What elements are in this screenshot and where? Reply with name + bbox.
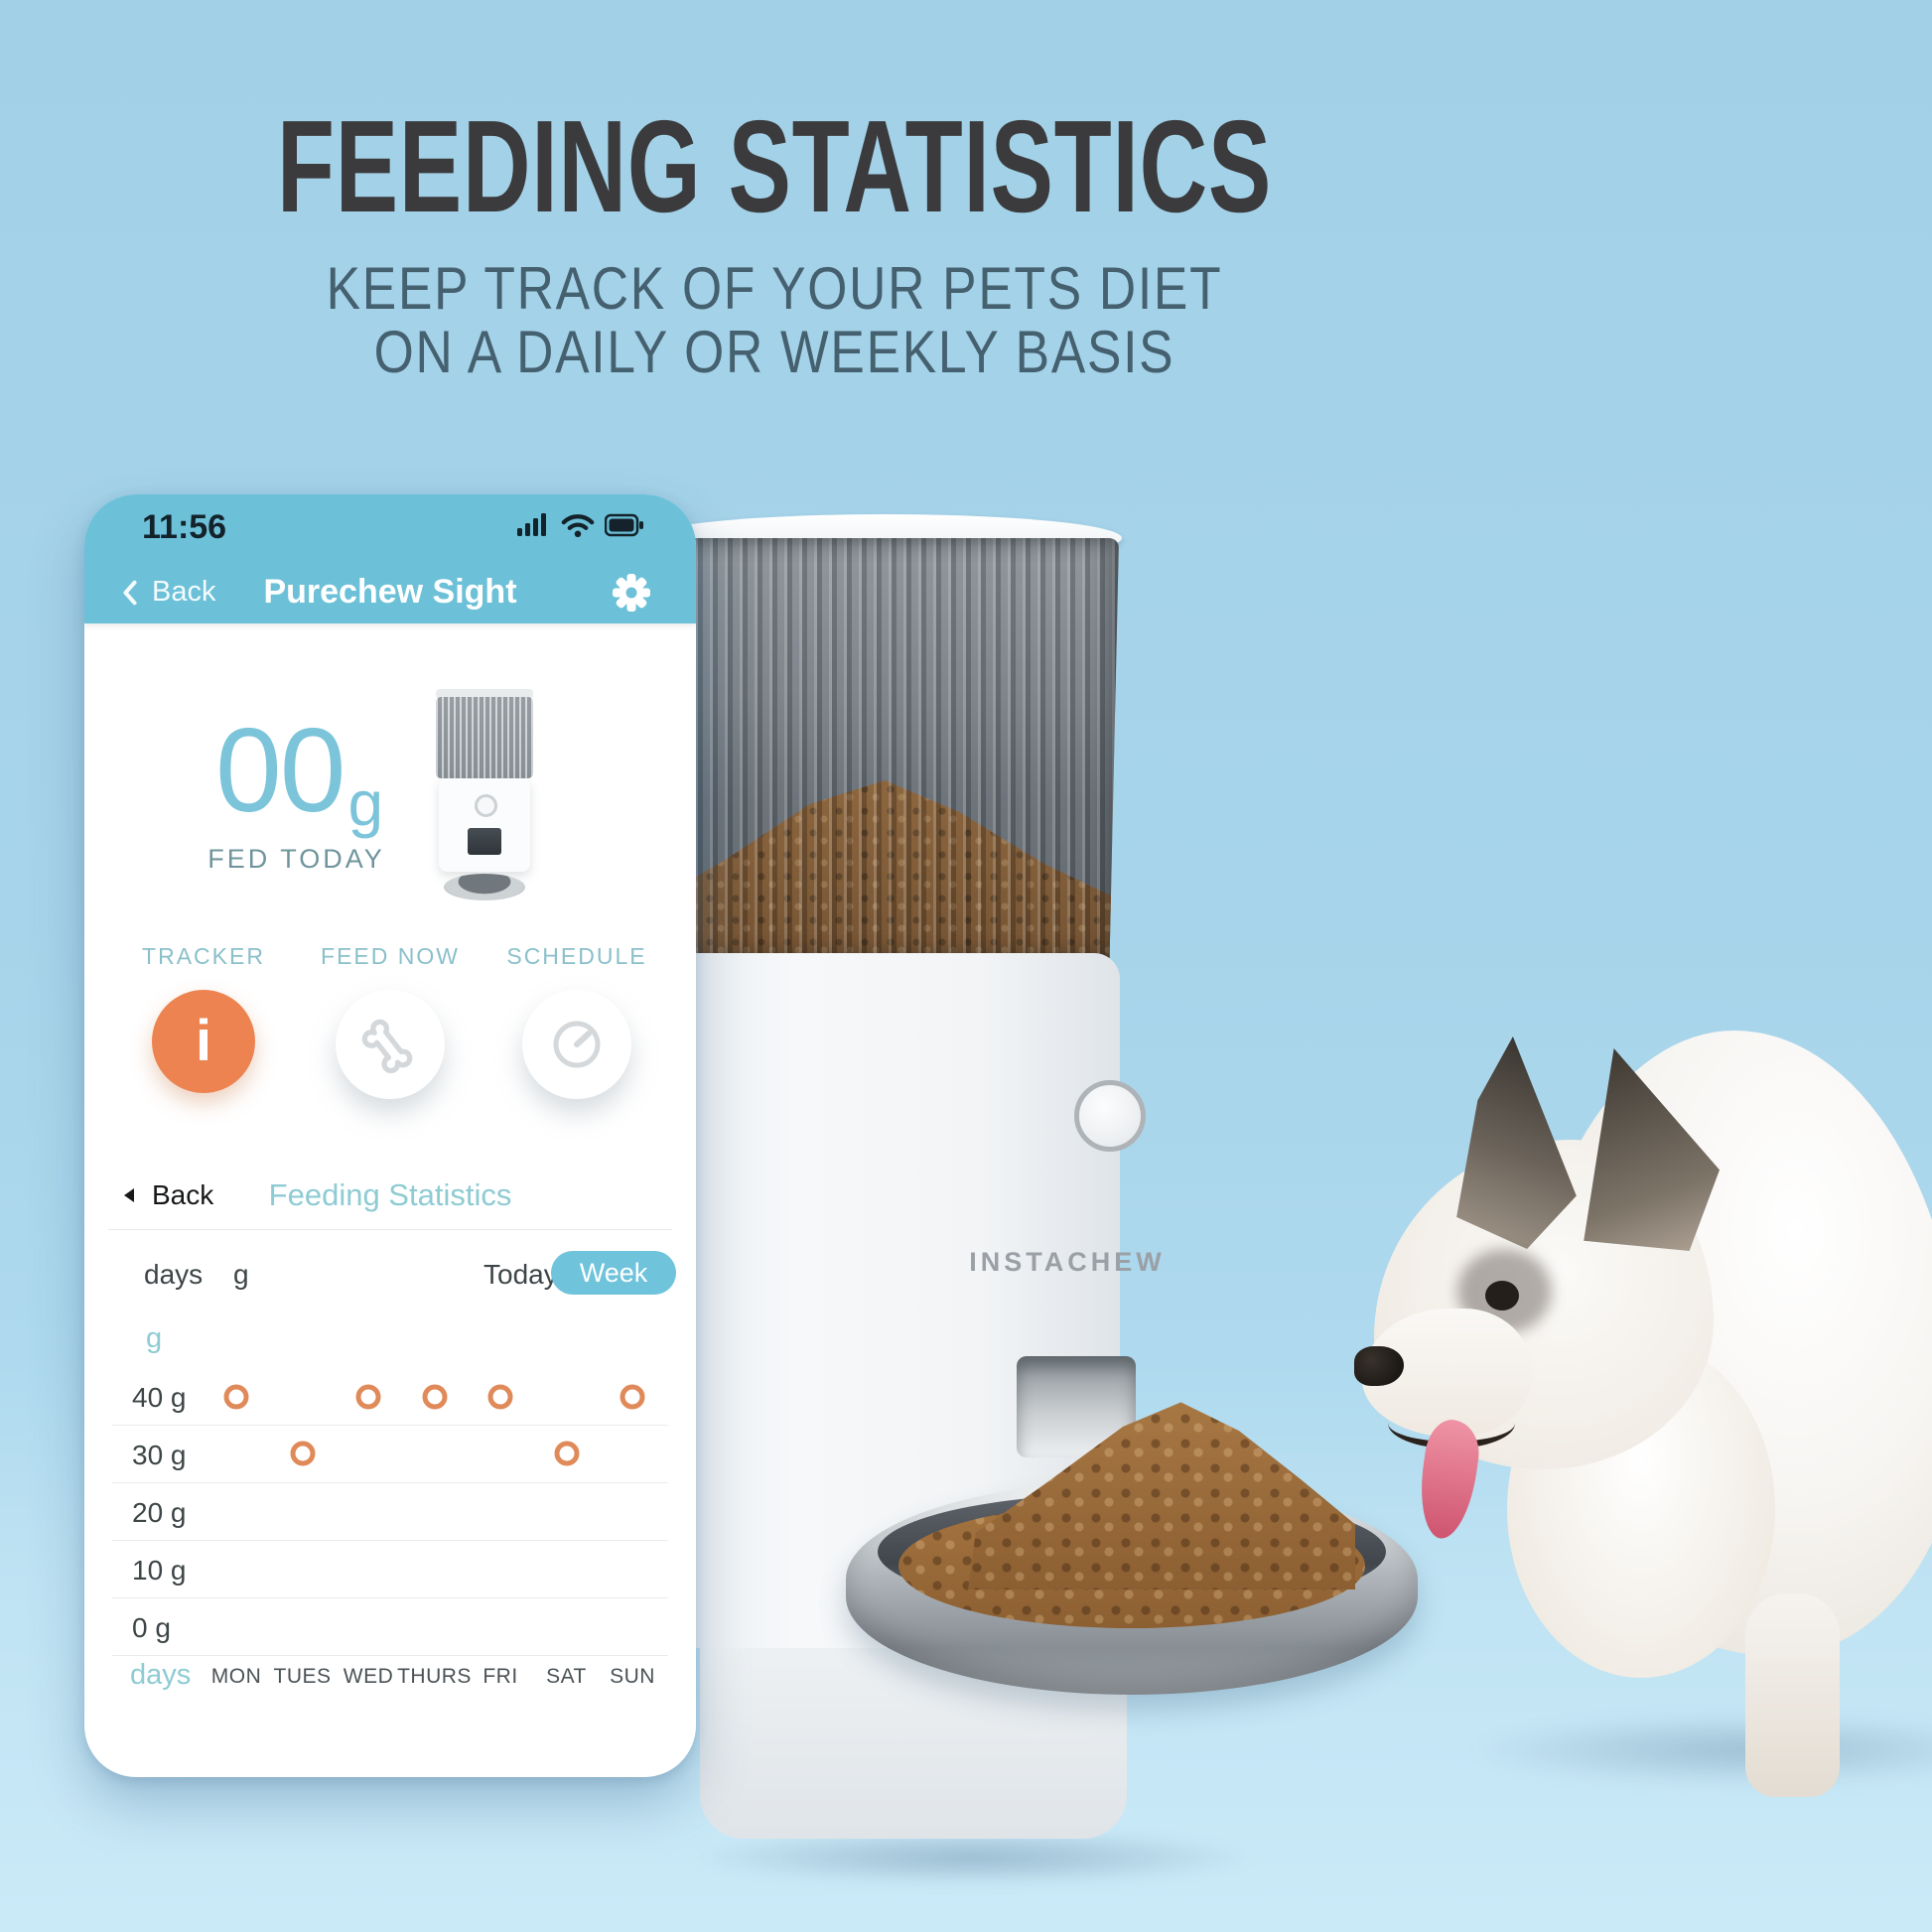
action-row: TRACKER i FEED NOW SCHEDULE: [114, 943, 666, 1099]
status-time: 11:56: [142, 508, 227, 546]
bone-icon: [361, 1019, 413, 1074]
subtitle-line-1: KEEP TRACK OF YOUR PETS DIET: [326, 255, 1223, 322]
feeder-thumbnail: [430, 689, 544, 905]
fed-amount-value: 00: [214, 704, 345, 837]
subtitle-line-2: ON A DAILY OR WEEKLY BASIS: [373, 319, 1175, 385]
chart-point: [355, 1384, 381, 1409]
hopper-ribs: [650, 538, 1119, 959]
x-axis: days MON TUES WED THURS FRI SAT SUN: [112, 1651, 668, 1701]
stats-back-label: Back: [152, 1179, 214, 1210]
dog-nose: [1354, 1346, 1404, 1386]
battery-icon: [605, 513, 643, 537]
action-tracker: TRACKER i: [114, 943, 293, 1099]
x-axis-label: SAT: [546, 1665, 587, 1688]
page-title: FEEDING STATISTICS: [276, 93, 1273, 239]
hero-text-block: FEEDING STATISTICS KEEP TRACK OF YOUR PE…: [0, 91, 1549, 382]
nav-back-button[interactable]: Back: [122, 576, 215, 609]
dog-leg: [1745, 1593, 1840, 1797]
settings-button[interactable]: [611, 572, 652, 614]
stats-back-button[interactable]: Back: [122, 1179, 213, 1211]
feeder-button: [1074, 1080, 1146, 1152]
chart-point: [223, 1384, 249, 1409]
action-schedule: SCHEDULE: [487, 943, 666, 1099]
chart-point: [487, 1384, 513, 1409]
chart-point: [620, 1384, 645, 1409]
schedule-label: SCHEDULE: [506, 943, 647, 969]
x-axis-label: WED: [343, 1665, 394, 1688]
rows-label: days: [144, 1259, 204, 1290]
thumb-chute: [468, 828, 501, 855]
timer-icon: [553, 1021, 601, 1068]
app-title: Purechew Sight: [263, 573, 517, 611]
x-axis-label: TUES: [273, 1665, 332, 1688]
y-axis-tick: 10 g: [132, 1555, 187, 1586]
schedule-button[interactable]: [522, 990, 631, 1099]
chart-point: [422, 1384, 447, 1409]
nav-bar: Back Purechew Sight: [84, 570, 696, 618]
chart-row: 40 g: [112, 1368, 668, 1426]
thumb-body: [439, 778, 530, 872]
chart-controls: days g Today Week: [84, 1251, 696, 1301]
dog-eye: [1485, 1281, 1519, 1311]
today-toggle[interactable]: Today: [483, 1259, 558, 1290]
y-axis-tick: 20 g: [132, 1497, 187, 1528]
fed-amount-unit: g: [347, 767, 383, 839]
status-icons: [517, 512, 644, 538]
nav-back-label: Back: [152, 576, 216, 608]
y-axis-title: g: [146, 1322, 163, 1354]
week-toggle[interactable]: Week: [551, 1251, 676, 1295]
y-axis-tick: 30 g: [132, 1440, 187, 1470]
app-header: 11:56: [84, 494, 696, 623]
dog-shadow: [1467, 1714, 1932, 1787]
chart-point: [554, 1441, 579, 1465]
info-icon: i: [195, 1009, 212, 1073]
status-bar: 11:56: [84, 502, 696, 546]
y-axis-tick: 0 g: [132, 1612, 171, 1643]
fed-today-summary: 00g FED TODAY: [180, 711, 413, 875]
chevron-left-icon: [123, 580, 137, 605]
stats-title: Feeding Statistics: [268, 1177, 512, 1212]
x-axis-label: THURS: [397, 1665, 472, 1688]
thumb-lid: [436, 689, 533, 699]
back-triangle-icon: [124, 1188, 134, 1202]
thumb-hopper: [436, 697, 533, 778]
tracker-label: TRACKER: [142, 943, 265, 969]
tracker-button[interactable]: i: [152, 990, 255, 1093]
chart-grid: 40 g 30 g 20 g 10 g 0 g: [112, 1368, 668, 1656]
stats-header: Back Feeding Statistics: [84, 1175, 696, 1219]
action-feed-now: FEED NOW: [301, 943, 480, 1099]
chart-point: [290, 1441, 315, 1465]
y-axis-tick: 40 g: [132, 1382, 187, 1413]
chart-row: 30 g: [112, 1426, 668, 1483]
chart-row: 20 g: [112, 1483, 668, 1541]
feeding-chart: g 40 g 30 g 20 g 10 g 0 g days MON TUES WED THU…: [112, 1316, 668, 1714]
thumb-button: [475, 794, 497, 817]
chart-row: 0 g: [112, 1598, 668, 1656]
x-axis-label: MON: [210, 1665, 262, 1688]
thumb-bowl: [444, 874, 525, 900]
feed-now-label: FEED NOW: [321, 943, 460, 969]
x-axis-label: FRI: [483, 1665, 518, 1688]
divider: [108, 1229, 672, 1230]
dog-photo: [1354, 1023, 1932, 1817]
brand-logo: INSTACHEW: [969, 1247, 1166, 1277]
cellular-signal-icon: [517, 513, 546, 536]
gear-icon: [613, 574, 650, 612]
chart-row: 10 g: [112, 1541, 668, 1598]
x-axis-label: SUN: [610, 1665, 655, 1688]
phone-mockup: 11:56: [84, 494, 696, 1777]
fed-amount: 00g: [180, 711, 413, 835]
feed-now-button[interactable]: [336, 990, 445, 1099]
feeder-hopper: [650, 538, 1119, 959]
unit-label: g: [233, 1259, 249, 1290]
x-axis-title: days: [130, 1659, 192, 1691]
wifi-icon: [561, 514, 595, 538]
fed-today-label: FED TODAY: [207, 844, 385, 874]
